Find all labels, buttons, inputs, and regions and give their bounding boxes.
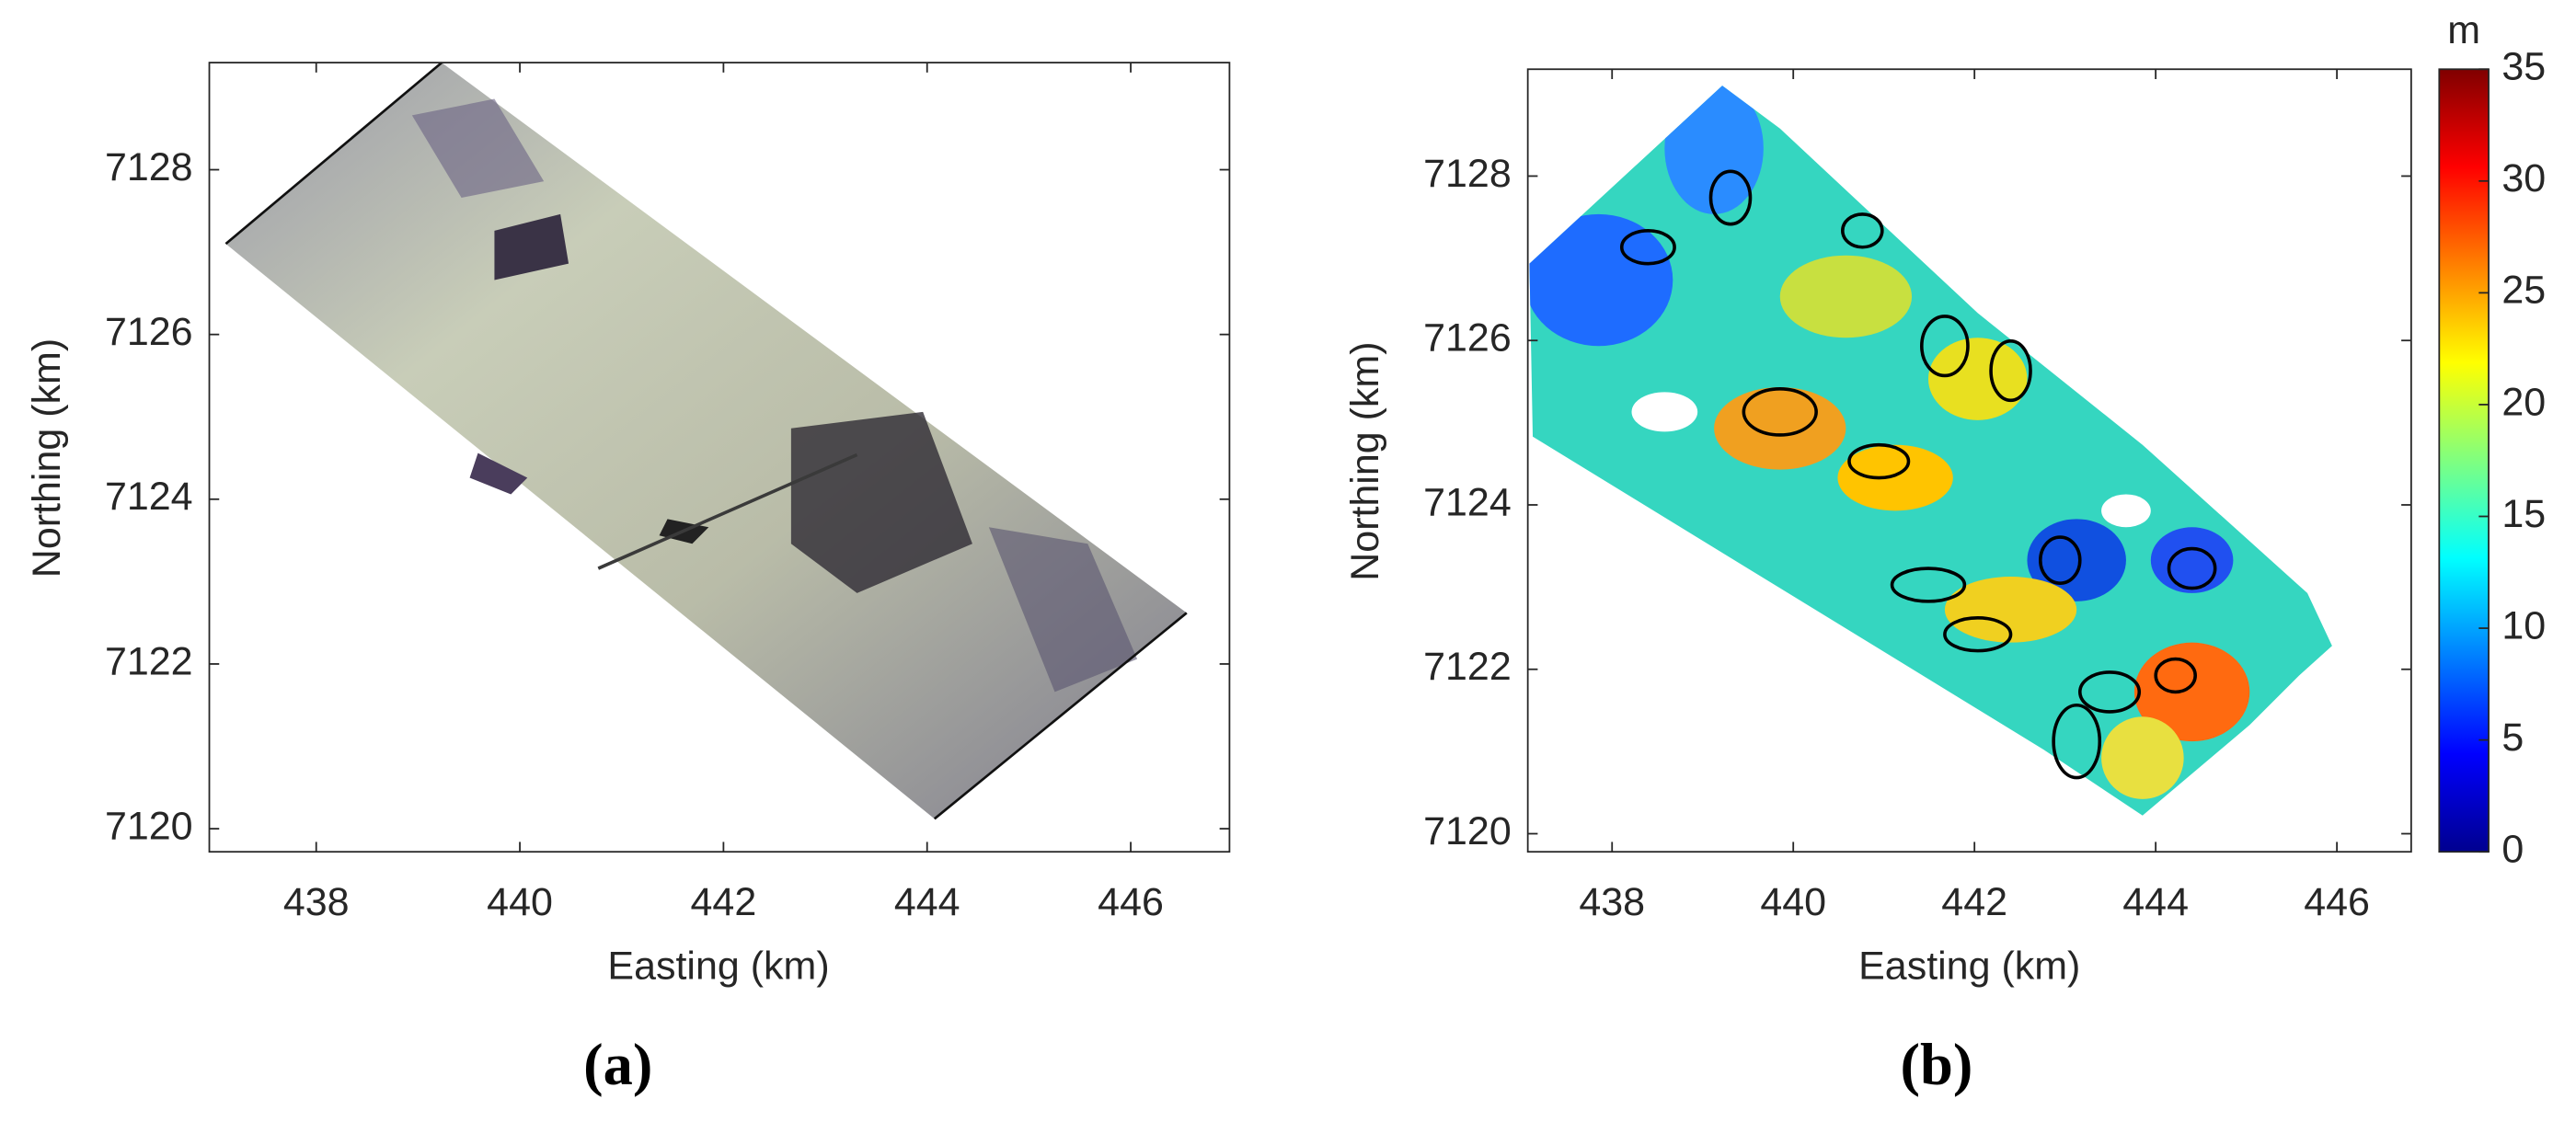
axes-frame [208,62,1231,853]
x-tick-label: 438 [1579,880,1645,924]
x-axis-label: Easting (km) [1858,945,2080,989]
x-tick-label: 440 [1760,880,1826,924]
y-tick-label: 7124 [1423,480,1512,524]
colorbar-label: m [2447,8,2480,52]
x-tick-label: 444 [894,880,960,924]
colorbar [2438,68,2490,853]
x-tick-label: 444 [2122,880,2189,924]
colorbar-tick-label: 0 [2501,828,2524,872]
x-axis-label: Easting (km) [607,945,829,989]
x-tick-label: 440 [487,880,553,924]
colorbar-tick-label: 15 [2501,492,2546,536]
panel-label: (b) [1901,1032,1973,1097]
y-tick-label: 7126 [1423,316,1512,361]
colorbar-tick-label: 35 [2501,45,2546,89]
axes-frame [1526,68,2412,853]
x-tick-label: 438 [283,880,350,924]
y-axis-label: Northing (km) [25,338,69,578]
colorbar-tick-label: 5 [2501,716,2524,760]
y-tick-label: 7126 [105,310,193,354]
y-tick-label: 7124 [105,475,193,519]
y-axis-label: Northing (km) [1343,341,1387,580]
colorbar-tick-label: 25 [2501,269,2546,313]
x-tick-label: 446 [2304,880,2370,924]
y-tick-label: 7122 [105,639,193,683]
colorbar-tick-label: 10 [2501,603,2546,647]
panel-label: (a) [583,1032,652,1097]
x-tick-label: 446 [1098,880,1164,924]
y-tick-label: 7122 [1423,645,1512,689]
x-tick-label: 442 [1941,880,2007,924]
y-tick-label: 7120 [1423,809,1512,853]
y-tick-label: 7120 [105,804,193,848]
colorbar-tick-label: 30 [2501,156,2546,200]
colorbar-tick-label: 20 [2501,380,2546,424]
y-tick-label: 7128 [1423,152,1512,196]
sar-image [224,62,1188,820]
y-tick-label: 7128 [105,145,193,189]
height-map [1529,86,2332,816]
x-tick-label: 442 [691,880,757,924]
